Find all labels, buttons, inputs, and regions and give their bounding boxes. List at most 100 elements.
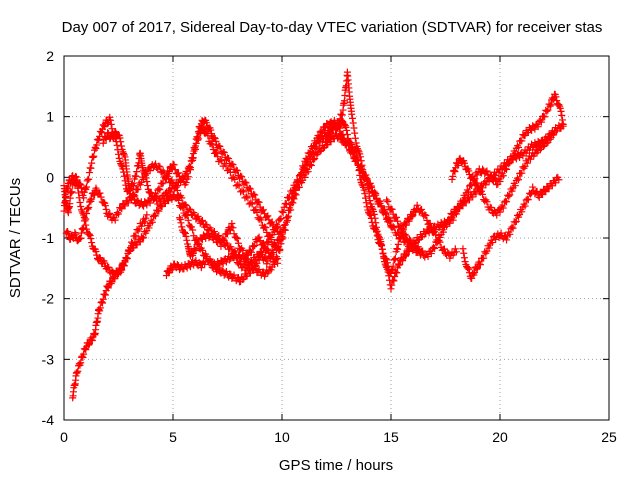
data-point (418, 205, 426, 213)
data-point (265, 238, 273, 246)
data-point (289, 194, 297, 202)
data-point (449, 172, 457, 180)
data-point (512, 217, 520, 225)
data-point (128, 196, 136, 204)
data-point (387, 223, 395, 231)
data-point (384, 198, 392, 206)
data-point (249, 259, 257, 267)
data-point (104, 129, 112, 137)
data-point (416, 206, 424, 214)
data-point (83, 183, 91, 191)
data-point (242, 193, 250, 201)
data-point (96, 189, 104, 197)
data-point (499, 204, 507, 212)
data-point (123, 255, 131, 263)
data-point (362, 199, 370, 207)
data-point (406, 235, 414, 243)
data-point (317, 127, 325, 135)
data-point (413, 201, 421, 209)
data-point (242, 179, 250, 187)
x-tick-label: 0 (60, 429, 68, 445)
data-point (388, 265, 396, 273)
data-point (448, 175, 456, 183)
data-point (81, 184, 89, 192)
data-point (198, 246, 206, 254)
data-point (184, 216, 192, 224)
data-point (191, 144, 199, 152)
data-point (183, 211, 191, 219)
data-point (511, 182, 519, 190)
data-point (279, 209, 287, 217)
data-point (160, 169, 168, 177)
data-point (298, 169, 306, 177)
data-point (543, 107, 551, 115)
data-point (88, 195, 96, 203)
data-point (234, 181, 242, 189)
data-point (523, 195, 531, 203)
data-point (402, 232, 410, 240)
data-point (431, 244, 439, 252)
data-point (232, 166, 240, 174)
data-point (174, 169, 182, 177)
data-point (264, 238, 272, 246)
data-point (405, 247, 413, 255)
data-point (197, 264, 205, 272)
data-point (201, 260, 209, 268)
data-marks (60, 68, 567, 402)
data-point (120, 262, 128, 270)
data-point (394, 245, 402, 253)
data-point (167, 188, 175, 196)
data-point (132, 173, 140, 181)
data-point (83, 204, 91, 212)
data-point (404, 216, 412, 224)
data-point (136, 238, 144, 246)
series-trace-10 (448, 128, 558, 219)
data-point (293, 177, 301, 185)
data-point (71, 229, 79, 237)
data-point (194, 212, 202, 220)
data-point (217, 242, 225, 250)
data-point (389, 210, 397, 218)
data-point (186, 163, 194, 171)
data-point (427, 250, 435, 258)
data-point (89, 153, 97, 161)
data-point (446, 216, 454, 224)
data-point (99, 139, 107, 147)
data-point (326, 133, 334, 141)
data-point (460, 254, 468, 262)
data-point (268, 218, 276, 226)
data-point (391, 272, 399, 280)
data-point (273, 242, 281, 250)
data-point (210, 134, 218, 142)
data-point (252, 205, 260, 213)
data-point (231, 175, 239, 183)
data-point (99, 299, 107, 307)
data-point (219, 235, 227, 243)
data-point (68, 188, 76, 196)
data-point (165, 197, 173, 205)
data-point (75, 189, 83, 197)
x-tick-label: 25 (601, 429, 617, 445)
data-point (373, 232, 381, 240)
data-point (292, 183, 300, 191)
data-point (188, 154, 196, 162)
data-point (465, 167, 473, 175)
data-point (244, 194, 252, 202)
data-point (85, 230, 93, 238)
data-point (182, 211, 190, 219)
data-point (183, 236, 191, 244)
data-point (485, 244, 493, 252)
data-point (426, 219, 434, 227)
data-point (107, 116, 115, 124)
data-point (300, 163, 308, 171)
data-point (111, 216, 119, 224)
data-point (394, 240, 402, 248)
data-point (155, 207, 163, 215)
data-point (367, 183, 375, 191)
data-point (327, 129, 335, 137)
data-point (302, 154, 310, 162)
data-point (238, 173, 246, 181)
data-point (383, 196, 391, 204)
series-trace-5 (99, 116, 286, 240)
data-point (541, 113, 549, 121)
